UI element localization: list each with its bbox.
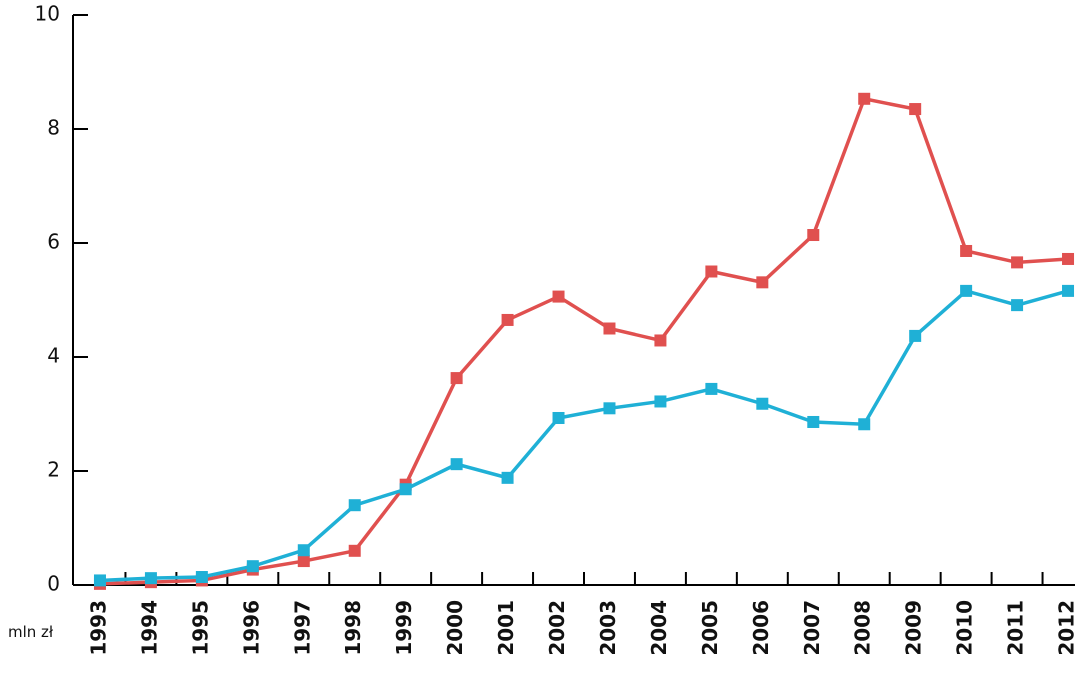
y-tick-label: 8 (47, 116, 60, 140)
x-tick-label: 2012 (1055, 600, 1079, 656)
point-marker (348, 499, 361, 512)
point-marker (297, 544, 310, 557)
point-marker (297, 555, 310, 568)
point-marker (960, 284, 973, 297)
point-marker (756, 397, 769, 410)
point-marker (399, 483, 412, 496)
point-marker (552, 411, 565, 424)
point-marker (858, 92, 871, 105)
x-tick-label: 2006 (749, 600, 773, 656)
x-tick-label: 2009 (902, 600, 926, 656)
point-marker (756, 276, 769, 289)
series-line (99, 96, 1069, 586)
x-tick-label: 2001 (494, 600, 518, 656)
x-tick-label: 1995 (188, 600, 212, 656)
x-tick-label: 1998 (341, 600, 365, 656)
x-tick-label: 2003 (596, 600, 620, 656)
x-tick-label: 2007 (800, 600, 824, 656)
x-tick-label: 2011 (1004, 600, 1028, 656)
point-marker (552, 290, 565, 303)
x-tick-label: 2005 (698, 600, 722, 656)
x-tick-label: 1999 (392, 600, 416, 656)
y-tick-label: 4 (47, 344, 60, 368)
point-marker (144, 572, 157, 585)
point-marker (654, 395, 667, 408)
point-marker (1062, 252, 1075, 265)
x-tick-label: 2002 (545, 600, 569, 656)
x-tick-label: 2010 (953, 600, 977, 656)
y-tick-label: 6 (47, 230, 60, 254)
point-marker (807, 229, 820, 242)
point-marker (246, 560, 259, 573)
x-tick-label: 1997 (290, 600, 314, 656)
point-marker (603, 402, 616, 415)
point-marker (858, 418, 871, 431)
point-marker (654, 334, 667, 347)
point-marker (807, 415, 820, 428)
point-marker (1011, 299, 1024, 312)
x-tick-label: 2008 (851, 600, 875, 656)
point-marker (705, 382, 718, 395)
point-marker (909, 329, 922, 342)
x-tick-label: 2000 (443, 600, 467, 656)
y-tick-label: 2 (47, 458, 60, 482)
series-line (99, 288, 1069, 583)
point-marker (450, 372, 463, 385)
point-marker (195, 571, 208, 584)
point-marker (1011, 256, 1024, 269)
y-tick-label: 10 (35, 2, 60, 26)
y-axis-unit: mln zł (8, 623, 54, 641)
point-marker (960, 244, 973, 257)
point-marker (705, 265, 718, 278)
point-marker (603, 322, 616, 335)
point-marker (93, 574, 106, 587)
point-marker (909, 103, 922, 116)
point-marker (501, 471, 514, 484)
point-marker (450, 458, 463, 471)
x-tick-label: 1993 (86, 600, 110, 656)
y-tick-label: 0 (47, 572, 60, 596)
point-marker (1062, 284, 1075, 297)
point-marker (501, 313, 514, 326)
point-marker (348, 544, 361, 557)
x-tick-label: 1996 (239, 600, 263, 656)
x-tick-label: 2004 (647, 600, 671, 656)
x-tick-label: 1994 (137, 600, 161, 656)
